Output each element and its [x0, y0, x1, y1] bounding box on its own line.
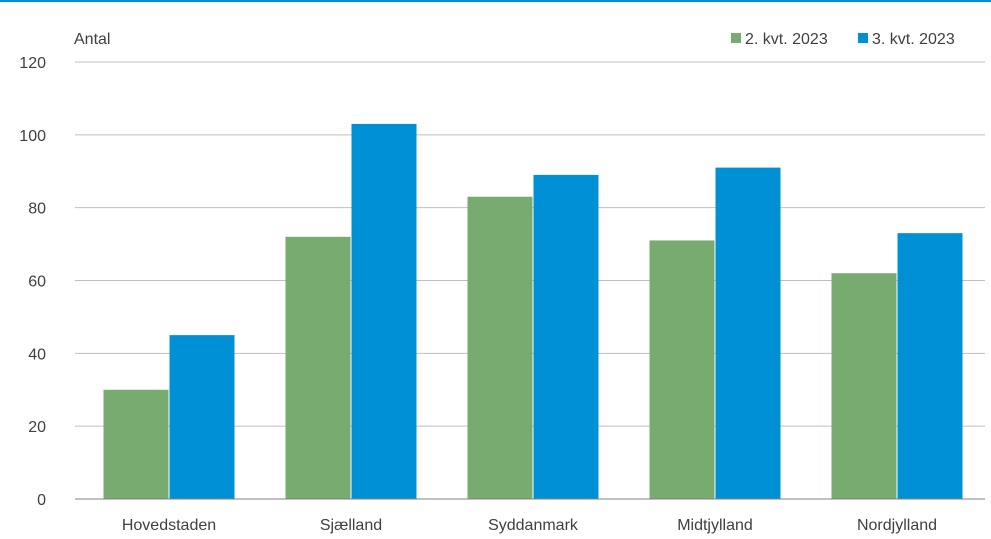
- bar-q3-2: [533, 174, 599, 499]
- y-tick-label: 0: [37, 492, 46, 509]
- bar-q3-0: [169, 335, 235, 499]
- legend-label: 3. kvt. 2023: [872, 31, 955, 48]
- legend: 2. kvt. 2023 3. kvt. 2023: [731, 31, 955, 48]
- y-tick-label: 80: [28, 201, 46, 218]
- bar-q2-0: [103, 389, 169, 499]
- bar-q3-3: [715, 167, 781, 499]
- legend-swatch: [731, 33, 741, 43]
- y-tick-label: 100: [19, 128, 46, 145]
- legend-label: 2. kvt. 2023: [745, 31, 828, 48]
- y-axis-ticks: 0 20 40 60 80 100 120: [19, 55, 46, 509]
- x-axis-ticks: Hovedstaden Sjælland Syddanmark Midtjylland…: [122, 517, 937, 534]
- bar-q2-3: [649, 240, 715, 500]
- y-tick-label: 20: [28, 419, 46, 436]
- x-tick-label: Midtjylland: [677, 517, 753, 534]
- bars: [103, 123, 963, 500]
- bar-q2-4: [831, 273, 897, 499]
- y-tick-label: 60: [28, 274, 46, 291]
- x-tick-label: Syddanmark: [488, 517, 579, 534]
- legend-swatch: [858, 33, 868, 43]
- bar-q2-2: [467, 196, 533, 499]
- y-axis-label: Antal: [74, 31, 110, 48]
- bar-q2-1: [285, 236, 351, 500]
- x-tick-label: Nordjylland: [857, 517, 937, 534]
- y-tick-label: 40: [28, 346, 46, 363]
- x-tick-label: Hovedstaden: [122, 517, 216, 534]
- x-tick-label: Sjælland: [320, 517, 382, 534]
- y-tick-label: 120: [19, 55, 46, 72]
- bar-q3-1: [351, 123, 417, 500]
- top-rule: [0, 0, 991, 2]
- bar-q3-4: [897, 233, 963, 500]
